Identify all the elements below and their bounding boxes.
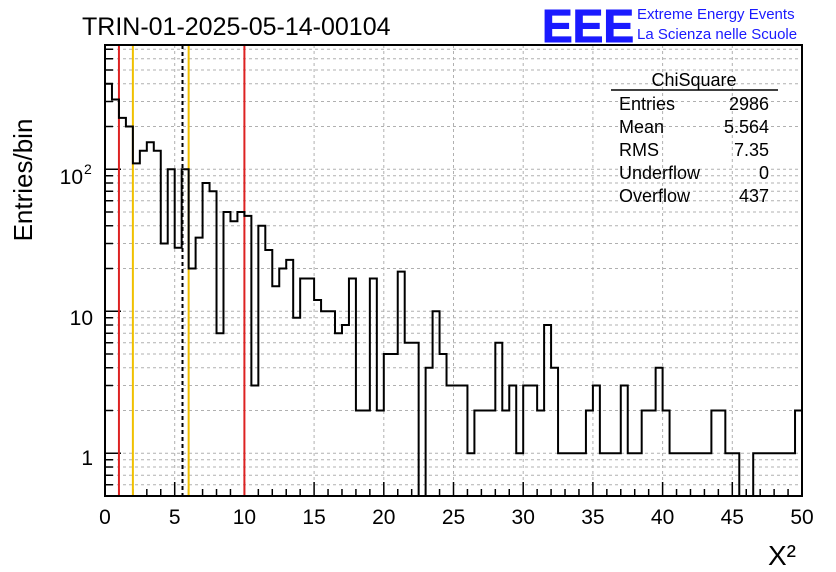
eee-logo-line1: Extreme Energy Events [637,6,795,23]
x-axis-label: X² [768,540,796,571]
x-tick-labels: 0 5 10 15 20 25 30 35 40 45 50 [99,506,814,529]
x-tick-label-1: 5 [169,506,181,529]
y-tick-label-100-exponent: 2 [84,161,92,177]
stats-box-rows: Entries 2986 Mean 5.564 RMS 7.35 Underflow 0 Ove… [619,94,769,206]
x-tick-label-9: 45 [721,506,744,529]
stats-row-label-1: Mean [619,117,664,137]
y-tick-label-10: 10 [70,307,93,330]
axis-ticks [104,48,803,496]
x-tick-label-3: 15 [302,506,325,529]
stats-row-label-0: Entries [619,94,675,114]
y-axis-label: Entries/bin [8,119,38,242]
reference-lines [117,45,246,496]
stats-row-value-0: 2986 [729,94,769,114]
stats-row-value-4: 437 [739,186,769,206]
stats-box-title: ChiSquare [651,70,736,90]
stats-row-label-4: Overflow [619,186,691,206]
histogram-outline [105,82,802,497]
x-tick-label-7: 35 [581,506,604,529]
stats-row-label-2: RMS [619,140,659,160]
y-tick-label-100: 10 [60,166,83,189]
x-tick-label-6: 30 [512,506,535,529]
x-tick-label-0: 0 [99,506,111,529]
x-tick-label-4: 20 [372,506,395,529]
y-tick-labels: 1 10 10 2 [60,161,93,470]
stats-box: ChiSquare Entries 2986 Mean 5.564 RMS 7.35 Und… [611,70,778,206]
eee-logo-line2: La Scienza nelle Scuole [637,26,797,43]
stats-row-label-3: Underflow [619,163,701,183]
stats-row-value-1: 5.564 [724,117,769,137]
x-tick-label-2: 10 [233,506,256,529]
stats-row-value-3: 0 [759,163,769,183]
grid-lines [105,45,802,496]
eee-logo-mark: EEE [542,0,634,52]
y-tick-label-1: 1 [81,447,93,470]
stats-row-value-2: 7.35 [734,140,769,160]
x-tick-label-10: 50 [790,506,813,529]
x-tick-label-8: 40 [651,506,674,529]
chart-title: TRIN-01-2025-05-14-00104 [82,13,391,41]
x-tick-label-5: 25 [442,506,465,529]
plot-frame [104,44,803,497]
eee-logo: EEE Extreme Energy Events La Scienza nel… [542,0,798,53]
